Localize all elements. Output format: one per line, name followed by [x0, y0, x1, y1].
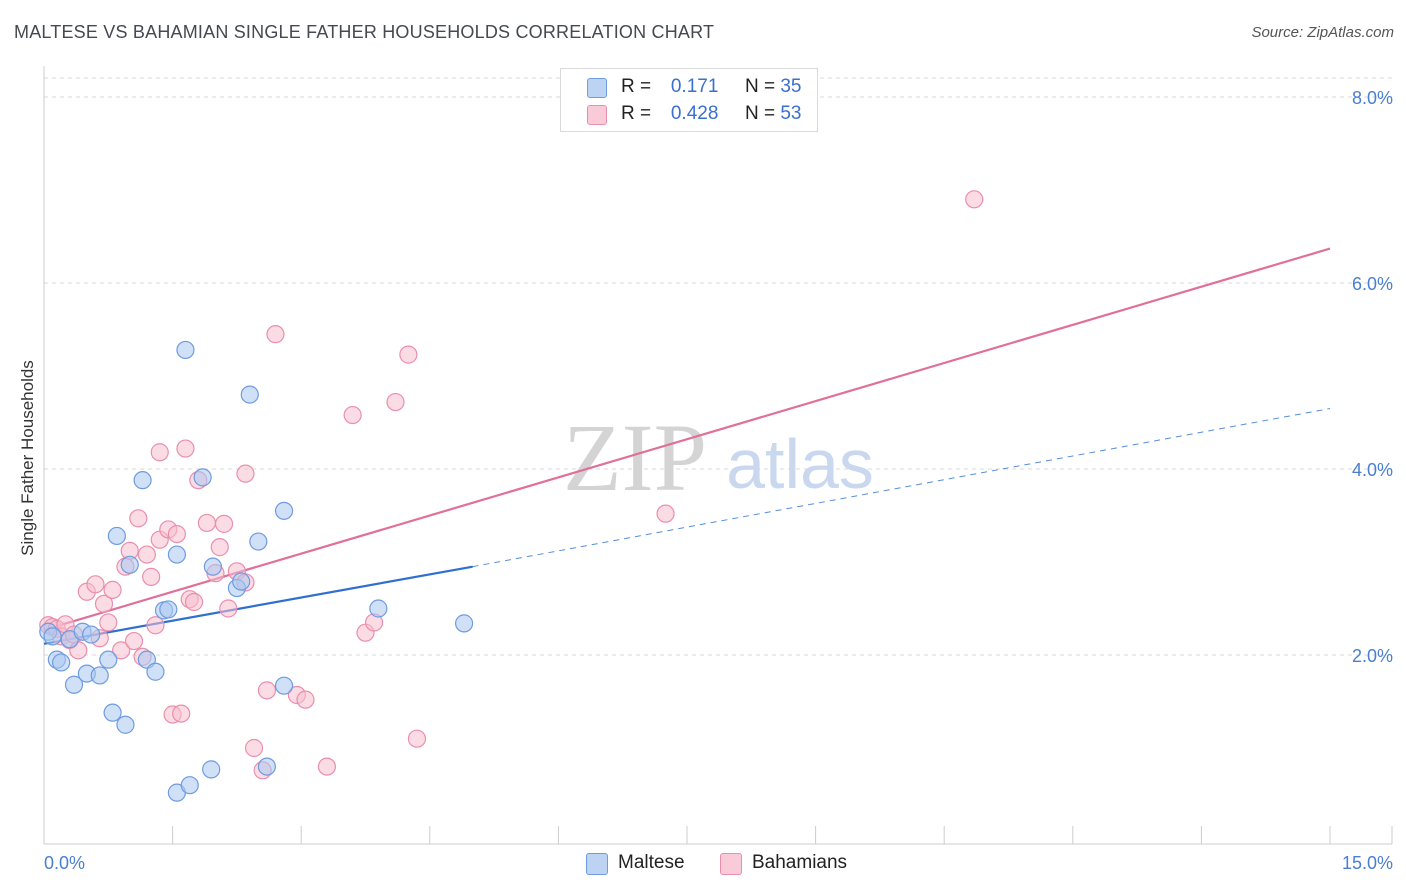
maltese-point [120, 555, 139, 574]
bahamian-point [129, 509, 148, 528]
maltese-point [202, 760, 221, 779]
bahamian-point [99, 613, 118, 632]
bahamian-point [112, 641, 131, 660]
bahamian-trend-line [43, 247, 1331, 631]
y-tick-label: 6.0% [1352, 274, 1393, 294]
maltese-point [116, 715, 135, 734]
maltese-point [176, 340, 195, 360]
maltese-swatch-icon [587, 78, 607, 98]
bahamian-point [399, 345, 418, 364]
maltese-point [146, 662, 165, 681]
maltese-point [82, 625, 101, 644]
legend-n-label: N = [744, 103, 776, 124]
maltese-point [274, 676, 294, 695]
bahamian-point [146, 616, 165, 635]
maltese-point [193, 468, 212, 487]
legend-r-label: R = [621, 76, 652, 97]
bahamian-point [124, 631, 144, 651]
maltese-point [99, 650, 118, 669]
zipatlas-watermark: ZIP atlas [563, 404, 874, 511]
legend-n-value: 53 [780, 103, 802, 124]
chart-title: MALTESE VS BAHAMIAN SINGLE FATHER HOUSEH… [14, 22, 715, 42]
legend-label-bahamians: Bahamians [752, 852, 848, 873]
legend-n-label: N = [744, 76, 776, 97]
bahamian-point [214, 514, 234, 533]
y-tick-label: 4.0% [1352, 460, 1393, 480]
axes [43, 66, 1393, 845]
maltese-trend-extension [472, 408, 1331, 568]
bahamian-point [167, 524, 186, 544]
gridlines [44, 77, 1392, 656]
correlation-legend: R = 0.171 N = 35 R = 0.428 N = 53 [560, 68, 818, 132]
maltese-point [43, 627, 62, 646]
maltese-point [203, 557, 222, 576]
bahamians-swatch-icon [587, 105, 607, 125]
bahamian-point [150, 443, 169, 462]
x-tick-label: 0.0% [44, 853, 85, 873]
x-tick-label: 15.0% [1342, 853, 1393, 873]
maltese-point [133, 471, 152, 490]
bahamian-point [244, 738, 264, 758]
bahamian-point [197, 513, 216, 533]
maltese-point [249, 532, 268, 551]
bahamian-point [236, 464, 255, 483]
trend-lines [43, 247, 1331, 645]
bahamian-point [343, 405, 362, 425]
tick-labels: 2.0% 4.0% 6.0% 8.0% 0.0% 15.0% [44, 88, 1393, 873]
bahamian-point [296, 690, 315, 709]
bahamian-point [210, 538, 229, 557]
bahamian-point [86, 575, 105, 594]
legend-r-value: 0.171 [670, 76, 719, 97]
y-axis-label: Single Father Households [18, 360, 37, 556]
y-tick-label: 8.0% [1352, 88, 1393, 108]
bahamian-point [219, 599, 238, 618]
legend-n-value: 35 [780, 76, 802, 97]
bahamian-point [142, 567, 161, 586]
maltese-point [232, 572, 251, 591]
bahamian-point [965, 190, 984, 209]
maltese-point [103, 703, 122, 722]
bahamian-point [103, 580, 122, 600]
maltese-point [52, 653, 71, 672]
bahamian-point [257, 681, 277, 700]
maltese-point [454, 614, 474, 633]
maltese-point [274, 501, 294, 520]
bahamian-point [656, 504, 675, 523]
maltese-point [257, 757, 277, 776]
maltese-legend-icon [586, 853, 608, 875]
bahamian-point [184, 592, 204, 612]
watermark-zip: ZIP [563, 404, 707, 511]
legend-label-maltese: Maltese [618, 852, 685, 873]
maltese-point [369, 599, 388, 618]
bahamians-legend-icon [720, 853, 742, 875]
y-tick-label: 2.0% [1352, 646, 1393, 666]
bahamian-point [172, 704, 191, 723]
watermark-atlas: atlas [726, 425, 874, 503]
legend-r-label: R = [621, 103, 652, 124]
maltese-point [64, 675, 84, 694]
bahamian-point [386, 392, 405, 412]
bahamian-point [176, 439, 195, 458]
bahamian-point [407, 729, 427, 748]
maltese-point [90, 666, 109, 685]
maltese-trend-line [43, 565, 473, 645]
maltese-point [167, 545, 186, 564]
chart-source: Source: ZipAtlas.com [1251, 24, 1394, 41]
bahamian-point [266, 325, 285, 344]
scatter-points [39, 190, 984, 802]
maltese-point [159, 600, 178, 619]
bahamian-point [137, 545, 156, 564]
legend-r-value: 0.428 [670, 103, 719, 124]
maltese-point [107, 526, 126, 546]
bahamian-point [94, 594, 114, 613]
maltese-point [240, 385, 259, 404]
bahamian-point [317, 757, 337, 776]
maltese-point [180, 776, 199, 795]
